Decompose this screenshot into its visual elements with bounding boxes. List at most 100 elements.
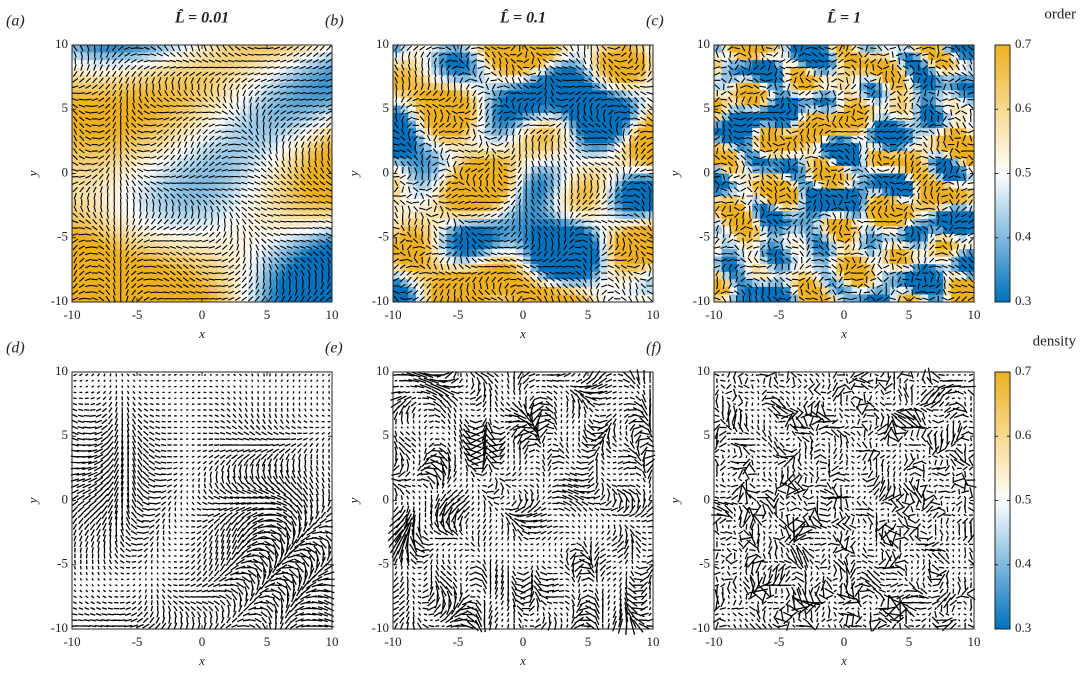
- field-texture: [711, 367, 977, 632]
- y-tick-label: 0: [704, 491, 711, 506]
- colorbar-tick-label: 0.7: [1015, 363, 1032, 378]
- x-tick-label: -10: [705, 634, 722, 649]
- x-tick-label: 5: [906, 307, 913, 322]
- x-axis-label: x: [519, 653, 526, 668]
- panel: -10 -5 0 5 10 -10 -5 0 5 10 x y (f): [646, 340, 981, 668]
- x-tick-label: 10: [647, 634, 660, 649]
- panel-label: (c): [646, 13, 664, 30]
- x-tick-label: -5: [453, 634, 464, 649]
- y-tick-label: 0: [383, 164, 390, 179]
- y-tick-label: -5: [57, 556, 68, 571]
- y-tick-label: 5: [383, 427, 390, 442]
- panel-label: (b): [325, 13, 344, 30]
- y-tick-label: 0: [62, 164, 69, 179]
- x-tick-label: -5: [774, 307, 785, 322]
- colorbar-tick-label: 0.7: [1015, 36, 1032, 51]
- vector-field: [387, 369, 656, 636]
- vector-field: [72, 44, 332, 303]
- x-tick-label: -10: [63, 307, 80, 322]
- y-tick-label: 5: [62, 100, 69, 115]
- x-tick-label: 5: [585, 634, 592, 649]
- x-axis-label: x: [198, 653, 205, 668]
- colorbar-tick-label: 0.4: [1015, 556, 1032, 571]
- colorbar-tick-label: 0.5: [1015, 491, 1031, 506]
- x-tick-label: 0: [199, 634, 206, 649]
- field-texture: [392, 44, 654, 303]
- y-tick-label: -10: [372, 293, 389, 308]
- y-tick-label: -10: [51, 293, 68, 308]
- x-tick-label: 0: [841, 634, 848, 649]
- x-tick-label: 0: [520, 634, 527, 649]
- field-texture: [713, 44, 975, 303]
- field-texture: [387, 369, 656, 636]
- y-tick-label: -10: [372, 620, 389, 635]
- colorbar: 0.3 0.4 0.5 0.6 0.7 order: [994, 6, 1076, 308]
- y-tick-label: 5: [704, 100, 711, 115]
- y-tick-label: -10: [51, 620, 68, 635]
- colorbar-tick-label: 0.5: [1015, 164, 1031, 179]
- y-tick-label: -5: [699, 556, 710, 571]
- y-axis-label: y: [25, 497, 40, 505]
- y-tick-label: -10: [693, 620, 710, 635]
- x-axis-label: x: [198, 326, 205, 341]
- x-tick-label: 0: [520, 307, 527, 322]
- x-tick-label: -10: [705, 307, 722, 322]
- panel: -10 -5 0 5 10 -10 -5 0 5 10 x y (e): [325, 340, 660, 668]
- x-tick-label: 10: [968, 634, 981, 649]
- x-tick-label: 10: [968, 307, 981, 322]
- x-tick-label: 0: [841, 307, 848, 322]
- panel: -10 -5 0 5 10 -10 -5 0 5 10 x y (a) L̂ = 0.01: [6, 8, 339, 341]
- y-axis-label: y: [25, 170, 40, 178]
- panel-title: L̂ = 1: [826, 8, 861, 27]
- y-axis-label: y: [346, 170, 361, 178]
- axes-frame: [71, 371, 333, 630]
- y-tick-label: 10: [376, 363, 389, 378]
- field-texture: [70, 373, 335, 630]
- y-tick-label: -5: [378, 556, 389, 571]
- y-tick-label: 10: [55, 36, 68, 51]
- x-axis-label: x: [519, 326, 526, 341]
- y-tick-label: 5: [704, 427, 711, 442]
- colorbar-tick-label: 0.4: [1015, 229, 1032, 244]
- panel-title: L̂ = 0.01: [174, 8, 229, 27]
- colorbar-tick-label: 0.3: [1015, 293, 1031, 308]
- x-tick-label: 5: [264, 307, 271, 322]
- y-tick-label: -5: [699, 229, 710, 244]
- x-tick-label: 10: [326, 634, 339, 649]
- panel: -10 -5 0 5 10 -10 -5 0 5 10 x y (d): [6, 340, 339, 668]
- x-tick-label: 5: [585, 307, 592, 322]
- x-tick-label: 5: [264, 634, 271, 649]
- panel-label: (a): [6, 13, 25, 30]
- x-tick-label: -5: [132, 634, 143, 649]
- x-tick-label: -5: [453, 307, 464, 322]
- y-tick-label: 5: [383, 100, 390, 115]
- x-tick-label: 0: [199, 307, 206, 322]
- panel-label: (e): [325, 340, 343, 357]
- y-tick-label: 0: [62, 491, 69, 506]
- y-axis-label: y: [346, 497, 361, 505]
- x-tick-label: -10: [384, 307, 401, 322]
- x-tick-label: -10: [63, 634, 80, 649]
- y-tick-label: 0: [704, 164, 711, 179]
- y-tick-label: 5: [62, 427, 69, 442]
- panel-title: L̂ = 0.1: [499, 8, 546, 27]
- y-tick-label: -5: [57, 229, 68, 244]
- y-tick-label: 0: [383, 491, 390, 506]
- colorbar-label: density: [1033, 333, 1077, 349]
- x-tick-label: -5: [774, 634, 785, 649]
- y-tick-label: 10: [697, 363, 710, 378]
- vector-field: [711, 367, 977, 632]
- colorbar-tick-label: 0.6: [1015, 427, 1032, 442]
- panel: -10 -5 0 5 10 -10 -5 0 5 10 x y (c) L̂ = 1: [646, 8, 981, 341]
- y-tick-label: -5: [378, 229, 389, 244]
- y-axis-label: y: [667, 497, 682, 505]
- x-tick-label: 10: [326, 307, 339, 322]
- x-tick-label: 10: [647, 307, 660, 322]
- panel: -10 -5 0 5 10 -10 -5 0 5 10 x y (b) L̂ = 0.1: [325, 8, 660, 341]
- vector-field: [392, 44, 653, 303]
- x-axis-label: x: [840, 653, 847, 668]
- y-tick-label: -10: [693, 293, 710, 308]
- y-tick-label: 10: [376, 36, 389, 51]
